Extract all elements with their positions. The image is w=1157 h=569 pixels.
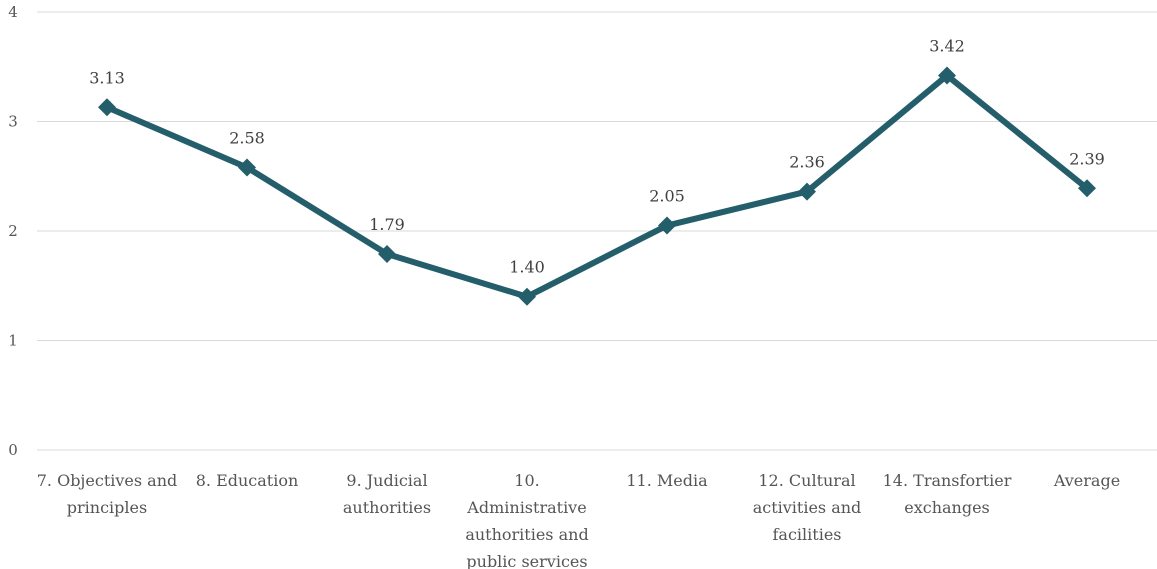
x-category-label-line: 11. Media: [626, 471, 708, 490]
x-category-label: Average: [1053, 471, 1120, 490]
gridlines: [37, 11, 1157, 451]
x-category-label-line: Average: [1053, 471, 1120, 490]
data-markers: [98, 66, 1096, 306]
data-label: 1.40: [509, 258, 545, 277]
x-category-label: 8. Education: [196, 471, 299, 490]
y-tick-label: 0: [8, 441, 18, 459]
y-tick-label: 3: [8, 113, 18, 131]
y-tick-label: 1: [8, 332, 18, 350]
x-category-label-line: Administrative: [466, 498, 586, 517]
series-line: [104, 72, 1090, 300]
data-label: 2.36: [789, 153, 825, 172]
data-point-marker: [98, 98, 116, 117]
x-category-label-line: 14. Transfortier: [883, 471, 1012, 490]
x-category-label: 9. Judicial authorities: [343, 471, 431, 517]
series-line-group: [104, 72, 1090, 300]
x-category-label-line: 10.: [514, 471, 539, 490]
data-point-marker: [1078, 179, 1096, 198]
x-category-label: 7. Objectives and principles: [37, 471, 178, 517]
data-labels: 3.13 2.58 1.79 1.40 2.05 2.36 3.42 2.39: [89, 37, 1105, 277]
data-point-marker: [378, 244, 396, 263]
x-category-label-line: authorities and: [465, 525, 588, 544]
y-tick-label: 2: [8, 222, 18, 240]
x-category-label-line: authorities: [343, 498, 431, 517]
data-point-marker: [938, 66, 956, 85]
data-label: 1.79: [369, 215, 405, 234]
data-label: 3.13: [89, 68, 125, 87]
x-category-label-line: exchanges: [904, 498, 990, 517]
x-category-label-line: public services: [466, 552, 587, 569]
x-category-label-line: principles: [67, 498, 147, 517]
x-axis-labels: 7. Objectives and principles 8. Education 9…: [37, 471, 1120, 569]
data-label: 2.58: [229, 128, 265, 147]
data-point-marker: [238, 158, 256, 177]
x-category-label: 11. Media: [626, 471, 708, 490]
x-category-label: 12. Cultural activities and facilities: [753, 471, 862, 544]
data-label: 2.39: [1069, 149, 1105, 168]
y-axis-ticks: 0 1 2 3 4: [8, 3, 18, 459]
data-point-marker: [658, 216, 676, 235]
x-category-label-line: facilities: [773, 525, 842, 544]
x-category-label-line: 7. Objectives and: [37, 471, 178, 490]
x-category-label-line: 12. Cultural: [758, 471, 855, 490]
data-label: 3.42: [929, 37, 965, 56]
x-category-label: 14. Transfortier exchanges: [883, 471, 1012, 517]
x-category-label-line: 9. Judicial: [346, 471, 427, 490]
data-point-marker: [798, 182, 816, 201]
data-point-marker: [518, 287, 536, 306]
x-category-label: 10. Administrative authorities and public s…: [465, 471, 588, 569]
y-tick-label: 4: [8, 3, 18, 21]
x-category-label-line: activities and: [753, 498, 862, 517]
x-category-label-line: 8. Education: [196, 471, 299, 490]
data-label: 2.05: [649, 187, 685, 206]
